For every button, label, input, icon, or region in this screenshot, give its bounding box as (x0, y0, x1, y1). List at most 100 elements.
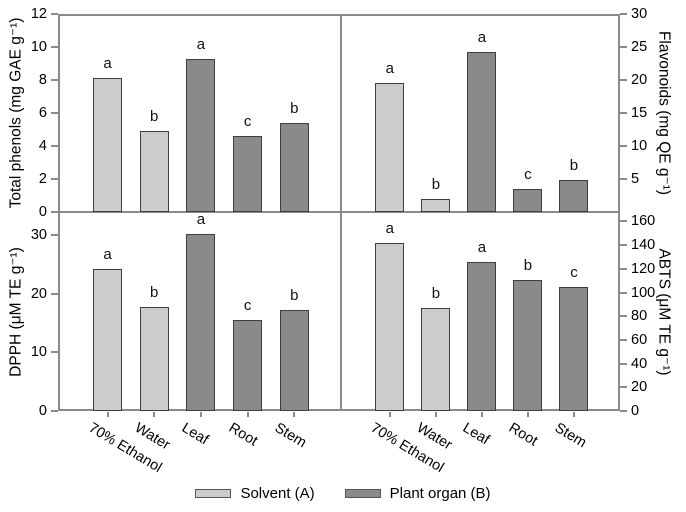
ytick-label-abts: 0 (631, 403, 640, 419)
axis-title-flavonoids: Flavonoids (mg QE g⁻¹) (655, 30, 673, 196)
sig-letter-dpph-0: a (103, 246, 112, 264)
ytick-label-flavonoids: 15 (631, 105, 648, 121)
sig-letter-flavonoids-0: a (385, 59, 394, 77)
ytick-abts (620, 315, 627, 318)
bar-flavonoids-1 (421, 198, 451, 212)
ytick-label-total-phenols: 10 (30, 39, 47, 55)
ytick-label-abts: 20 (631, 379, 648, 396)
xtick-label-dpph-2: Leaf (178, 420, 212, 449)
sig-letter-abts-2: a (477, 238, 487, 256)
ytick-abts (620, 386, 627, 389)
ytick-label-dpph: 10 (30, 344, 47, 361)
legend-swatch-solvent (195, 489, 232, 498)
ytick-label-abts: 160 (631, 213, 656, 230)
ytick-label-total-phenols: 8 (38, 72, 47, 88)
sig-letter-abts-3: b (523, 256, 533, 274)
sig-letter-flavonoids-1: b (431, 175, 441, 193)
bar-abts-0 (375, 242, 405, 411)
panel-divider-horizontal (58, 211, 620, 213)
bar-dpph-4 (279, 310, 309, 411)
xtick-label-abts-3: Root (505, 420, 541, 450)
ytick-dpph (51, 410, 58, 412)
sig-letter-total-phenols-2: a (196, 35, 206, 53)
sig-letter-abts-4: c (570, 263, 578, 281)
sig-letter-dpph-1: b (150, 283, 159, 301)
ytick-label-total-phenols: 4 (38, 138, 47, 154)
bar-flavonoids-2 (467, 52, 497, 212)
ytick-label-flavonoids: 5 (631, 171, 640, 187)
xtick-abts-3 (526, 412, 529, 417)
ytick-total-phenols (51, 211, 58, 213)
xtick-abts-0 (388, 412, 391, 417)
bar-total-phenols-1 (139, 131, 169, 212)
ytick-total-phenols (51, 79, 58, 81)
bar-flavonoids-0 (375, 82, 405, 212)
ytick-flavonoids (620, 46, 627, 48)
panel-dpph: a b a c b 0 10 20 30 70% Ethanol Water Leaf Root Stem (31, 211, 341, 476)
xtick-dpph-1 (153, 412, 156, 417)
ytick-total-phenols (51, 178, 58, 180)
bar-abts-1 (421, 307, 451, 411)
ytick-abts (620, 338, 627, 341)
ytick-dpph (51, 292, 58, 295)
ytick-label-abts: 40 (631, 355, 648, 372)
sig-letter-abts-0: a (385, 219, 394, 237)
bar-total-phenols-4 (279, 122, 309, 212)
xtick-abts-4 (572, 412, 575, 417)
bar-total-phenols-0 (93, 78, 123, 212)
sig-letter-flavonoids-4: b (569, 157, 579, 175)
ytick-label-dpph: 0 (38, 403, 47, 419)
ytick-label-total-phenols: 6 (38, 105, 47, 121)
ytick-flavonoids (620, 145, 627, 147)
bar-dpph-2 (186, 234, 216, 411)
ytick-abts (620, 291, 627, 294)
bar-flavonoids-3 (513, 188, 543, 212)
legend-item-solvent: Solvent (A) (195, 485, 315, 502)
ytick-abts (620, 267, 627, 270)
ytick-total-phenols (51, 145, 58, 147)
ytick-label-abts: 120 (631, 260, 656, 277)
ytick-abts (620, 362, 627, 365)
panel-total-phenols: a b a c b 0 2 4 6 8 10 12 (31, 7, 341, 219)
bar-flavonoids-4 (559, 180, 589, 212)
ytick-flavonoids (620, 13, 627, 15)
ytick-label-total-phenols: 12 (30, 6, 47, 22)
xtick-label-abts-2: Leaf (459, 420, 493, 449)
sig-letter-total-phenols-0: a (103, 55, 112, 73)
ytick-dpph (51, 351, 58, 354)
sig-letter-dpph-2: a (196, 211, 206, 229)
bar-total-phenols-2 (186, 58, 216, 212)
ytick-label-abts: 100 (631, 284, 656, 301)
ytick-label-dpph: 30 (30, 227, 47, 244)
ytick-total-phenols (51, 13, 58, 15)
ytick-total-phenols (51, 46, 58, 48)
ytick-abts (620, 244, 627, 247)
xtick-label-dpph-4: Stem (272, 420, 310, 452)
bar-dpph-1 (139, 306, 169, 411)
ytick-label-abts: 80 (631, 308, 648, 325)
axis-title-abts: ABTS (μM TE g⁻¹) (655, 247, 673, 376)
bar-dpph-3 (233, 320, 263, 411)
bar-dpph-0 (93, 269, 123, 411)
xtick-label-dpph-3: Root (225, 420, 260, 450)
ytick-flavonoids (620, 79, 627, 81)
ytick-label-dpph: 20 (30, 285, 47, 302)
sig-letter-abts-1: b (431, 284, 441, 302)
bar-total-phenols-3 (233, 136, 263, 212)
xtick-dpph-4 (293, 412, 296, 417)
sig-letter-flavonoids-3: c (524, 165, 532, 183)
xtick-dpph-2 (199, 412, 202, 417)
sig-letter-total-phenols-3: c (243, 113, 252, 131)
xtick-label-abts-4: Stem (551, 420, 589, 452)
legend-item-plant-organ: Plant organ (B) (344, 485, 491, 502)
bar-abts-3 (513, 279, 543, 411)
legend-label-plant-organ: Plant organ (B) (389, 485, 491, 502)
ytick-flavonoids (620, 178, 627, 180)
legend-label-solvent: Solvent (A) (240, 485, 315, 502)
sig-letter-flavonoids-2: a (477, 29, 487, 47)
sig-letter-dpph-4: b (290, 287, 299, 305)
ytick-label-flavonoids: 10 (631, 138, 648, 154)
ytick-label-total-phenols: 2 (38, 171, 47, 187)
sig-letter-total-phenols-1: b (150, 108, 159, 126)
